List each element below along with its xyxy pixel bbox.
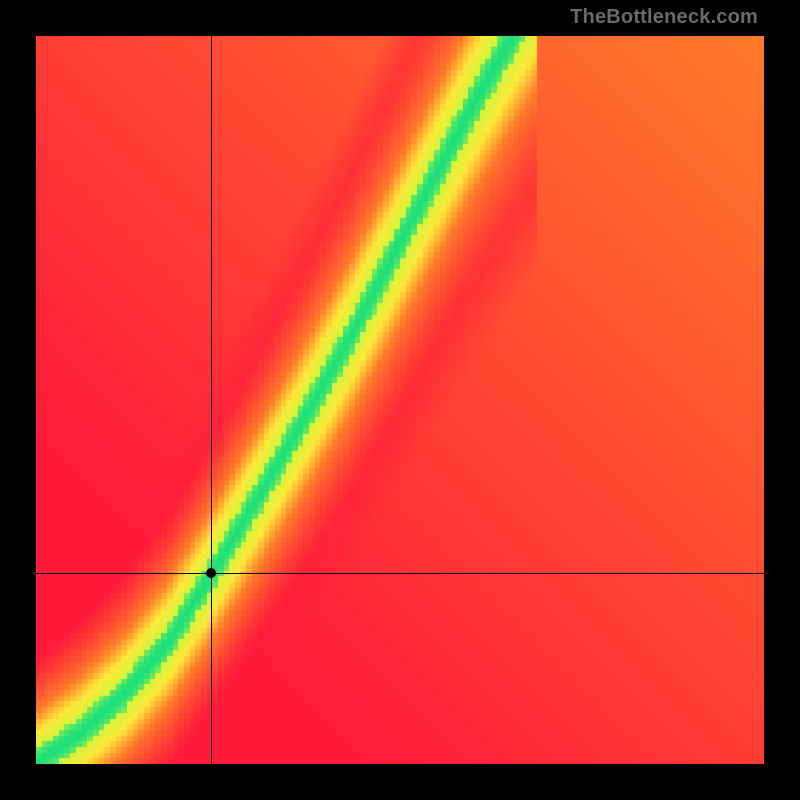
plot-area [36, 36, 764, 764]
crosshair-horizontal [36, 573, 764, 574]
crosshair-marker [206, 568, 216, 578]
crosshair-vertical [211, 36, 212, 764]
heatmap-canvas [36, 36, 764, 764]
watermark-text: TheBottleneck.com [570, 6, 758, 29]
